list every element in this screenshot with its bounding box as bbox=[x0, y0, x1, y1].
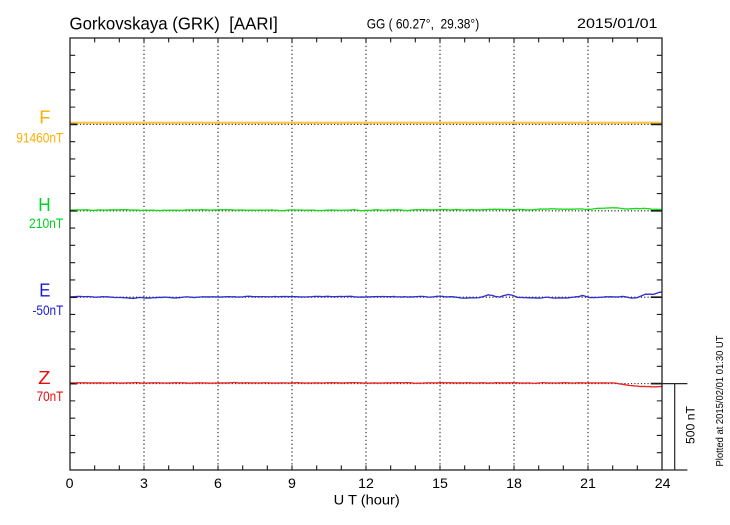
svg-text:500 nT: 500 nT bbox=[684, 405, 698, 443]
svg-text:GG ( 60.27°, 29.38°): GG ( 60.27°, 29.38°) bbox=[367, 17, 480, 32]
svg-text:12: 12 bbox=[358, 476, 374, 492]
svg-text:9: 9 bbox=[288, 476, 296, 492]
svg-text:6: 6 bbox=[214, 476, 222, 492]
svg-text:21: 21 bbox=[580, 476, 596, 492]
svg-text:3: 3 bbox=[140, 476, 148, 492]
svg-text:210nT: 210nT bbox=[29, 216, 64, 231]
svg-text:15: 15 bbox=[432, 476, 448, 492]
svg-text:Plotted at 2015/02/01 01:30 UT: Plotted at 2015/02/01 01:30 UT bbox=[715, 336, 726, 467]
svg-text:91460nT: 91460nT bbox=[16, 131, 64, 146]
svg-text:Gorkovskaya (GRK) [AARI]: Gorkovskaya (GRK) [AARI] bbox=[70, 14, 278, 34]
svg-text:U T (hour): U T (hour) bbox=[334, 493, 400, 509]
svg-text:70nT: 70nT bbox=[37, 389, 64, 404]
svg-text:F: F bbox=[39, 107, 50, 128]
svg-text:18: 18 bbox=[506, 476, 522, 492]
svg-text:2015/01/01: 2015/01/01 bbox=[577, 16, 658, 31]
svg-text:H: H bbox=[38, 194, 50, 215]
svg-text:E: E bbox=[39, 280, 50, 301]
svg-text:24: 24 bbox=[655, 476, 671, 492]
svg-text:-50nT: -50nT bbox=[33, 303, 64, 318]
svg-text:Z: Z bbox=[38, 367, 50, 388]
svg-text:0: 0 bbox=[66, 476, 74, 492]
